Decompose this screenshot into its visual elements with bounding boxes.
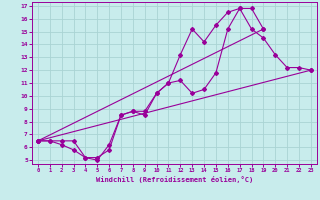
X-axis label: Windchill (Refroidissement éolien,°C): Windchill (Refroidissement éolien,°C) (96, 176, 253, 183)
